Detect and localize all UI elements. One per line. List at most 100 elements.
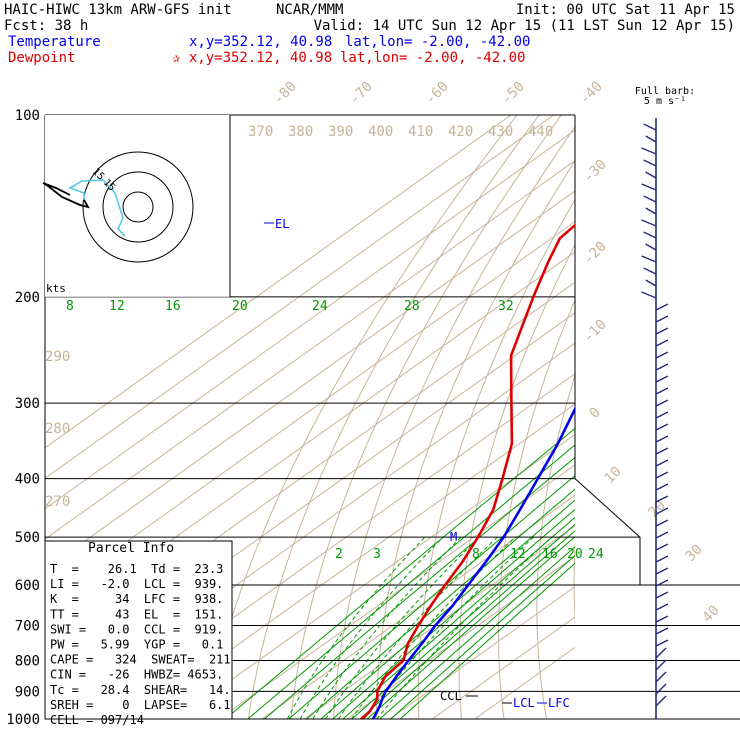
mixing-ratio-line bbox=[264, 456, 575, 719]
mixing-ratio-label: 16 bbox=[165, 299, 181, 314]
wind-barb bbox=[655, 683, 667, 695]
init-time: Init: 00 UTC Sat 11 Apr 15 bbox=[516, 2, 735, 18]
wind-barb bbox=[643, 159, 657, 167]
wind-barb bbox=[655, 531, 669, 539]
wind-barb bbox=[655, 339, 669, 347]
isotherm-label: -60 bbox=[423, 79, 452, 108]
level-markers: EL M CCL LCL LFC bbox=[264, 217, 570, 710]
parcel-info-title: Parcel Info bbox=[88, 541, 174, 556]
moist-adiabat bbox=[363, 536, 534, 719]
parcel-info-row: TT = 43 EL = 151. bbox=[50, 607, 223, 621]
forecast-hour: Fcst: 38 h bbox=[4, 18, 88, 34]
hodograph-ring bbox=[102, 171, 174, 243]
hodograph-units-label: kts bbox=[46, 282, 66, 295]
isotherm bbox=[45, 115, 554, 479]
parcel-info-row: SREH = 0 LAPSE= 6.1 bbox=[50, 698, 231, 712]
mixing-ratio-line bbox=[306, 488, 575, 719]
wind-barb bbox=[655, 351, 669, 359]
wind-barb bbox=[655, 603, 669, 611]
adiabat-label: 390 bbox=[328, 124, 353, 140]
adiabat-label: 270 bbox=[45, 494, 70, 510]
wind-barb bbox=[655, 519, 669, 527]
pressure-tick-label: 500 bbox=[15, 530, 40, 546]
dry-adiabat bbox=[573, 538, 575, 625]
wind-barb bbox=[643, 195, 657, 203]
mixing-ratio-line bbox=[342, 516, 575, 719]
wind-barb bbox=[655, 695, 667, 707]
mixing-ratio-label: 3 bbox=[373, 547, 381, 562]
wind-barb bbox=[655, 671, 667, 683]
wind-barb bbox=[655, 555, 669, 563]
parcel-info-row: Tc = 28.4 SHEAR= 14. bbox=[50, 683, 231, 697]
mixing-ratio-label: 12 bbox=[109, 299, 125, 314]
moist-adiabat bbox=[312, 536, 462, 719]
m-marker: M bbox=[450, 530, 457, 544]
isotherm bbox=[346, 555, 575, 719]
dewpoint-profile bbox=[360, 223, 575, 719]
dry-adiabat bbox=[375, 159, 575, 719]
isotherm bbox=[176, 433, 575, 719]
wind-barbs bbox=[641, 118, 669, 719]
isotherm bbox=[45, 129, 575, 510]
wind-barb bbox=[655, 627, 669, 635]
moist-adiabat bbox=[338, 536, 498, 719]
wind-barb bbox=[655, 435, 669, 443]
isotherm bbox=[133, 403, 575, 719]
dewpoint-xy: ✰ x,y=352.12, 40.98 bbox=[172, 50, 332, 66]
lfc-marker: LFC bbox=[548, 696, 570, 710]
isotherm-label: -10 bbox=[581, 317, 610, 346]
pressure-tick-label: 100 bbox=[15, 108, 40, 124]
isotherm-label: -20 bbox=[581, 239, 610, 268]
mixing-ratio-label: 28 bbox=[404, 299, 420, 314]
temperature-latlon: lat,lon= -2.00, -42.00 bbox=[345, 34, 530, 50]
mixing-ratio-label: 20 bbox=[232, 299, 248, 314]
parcel-info-row: CELL = 097/14 bbox=[50, 713, 144, 727]
wind-barb bbox=[655, 375, 669, 383]
isotherm bbox=[431, 616, 575, 719]
wind-barb bbox=[645, 207, 657, 215]
wind-barb bbox=[655, 495, 669, 503]
adiabat-label: 400 bbox=[368, 124, 393, 140]
wind-barb bbox=[655, 459, 669, 467]
mixing-ratio-label: 12 bbox=[510, 547, 526, 562]
pressure-tick-label: 1000 bbox=[6, 712, 40, 728]
wind-barb bbox=[655, 615, 669, 623]
mixing-ratio-label: 8 bbox=[66, 299, 74, 314]
wind-barb bbox=[655, 363, 669, 371]
wind-barb bbox=[643, 231, 657, 239]
wind-barb bbox=[655, 647, 667, 659]
wind-barb bbox=[655, 387, 669, 395]
pressure-tick-label: 900 bbox=[15, 684, 40, 700]
moist-adiabat bbox=[376, 536, 552, 719]
mixing-ratio-label: 24 bbox=[588, 547, 604, 562]
dry-adiabat bbox=[247, 115, 540, 719]
isotherm bbox=[304, 525, 575, 719]
parcel-info-row: CAPE = 324 SWEAT= 211 bbox=[50, 653, 231, 667]
wind-barb bbox=[655, 591, 669, 599]
moist-adiabat bbox=[350, 536, 516, 719]
dry-adiabat-lines bbox=[205, 115, 740, 719]
wind-barb bbox=[655, 639, 669, 647]
hodograph-ring bbox=[82, 151, 194, 263]
isotherm bbox=[218, 464, 575, 719]
isotherm bbox=[45, 159, 575, 540]
mixing-ratio-label: 24 bbox=[312, 299, 328, 314]
isotherm-label: -70 bbox=[347, 79, 376, 108]
wind-barb bbox=[655, 471, 669, 479]
dry-adiabat bbox=[333, 125, 575, 719]
parcel-info-row: CIN = -26 HWBZ= 4653. bbox=[50, 668, 223, 682]
mixing-ratio-label: 20 bbox=[567, 547, 583, 562]
pressure-tick-label: 200 bbox=[15, 290, 40, 306]
mixing-ratio-line bbox=[359, 530, 575, 719]
el-marker: EL bbox=[275, 217, 289, 231]
wind-barb bbox=[655, 411, 669, 419]
moist-adiabat bbox=[299, 536, 444, 719]
wind-barb bbox=[655, 327, 669, 335]
isotherm-label: -50 bbox=[499, 79, 528, 108]
temperature-profile bbox=[371, 406, 575, 719]
dry-adiabat bbox=[610, 115, 737, 719]
sounding-profiles bbox=[360, 223, 575, 719]
dry-adiabat bbox=[713, 115, 740, 719]
